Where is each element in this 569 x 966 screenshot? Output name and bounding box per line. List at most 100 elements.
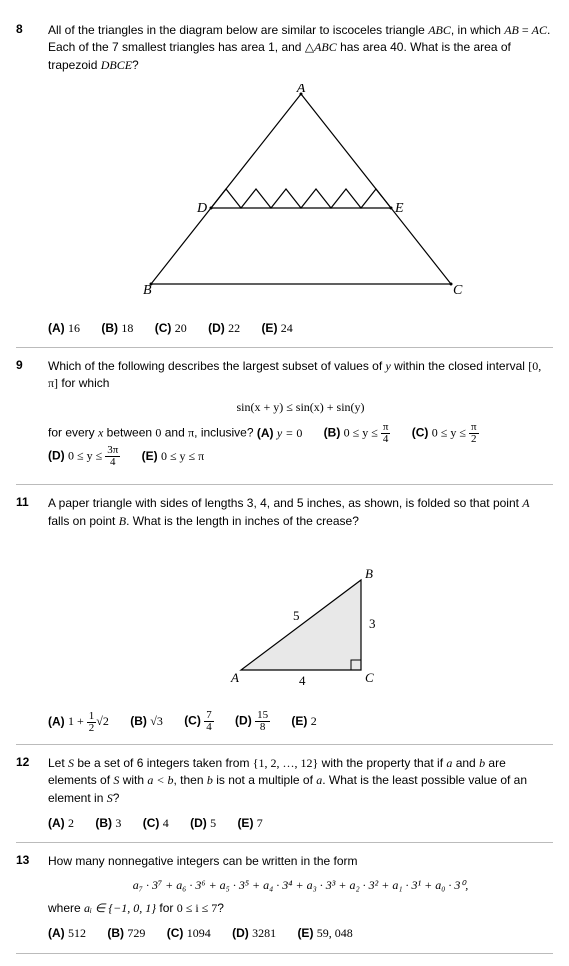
choice-d: (D) 0 ≤ y ≤ 3π4 [48,445,120,468]
problem-body: Which of the following describes the lar… [48,358,553,474]
problem-13: 13 How many nonnegative integers can be … [16,843,553,954]
problem-text: Let S be a set of 6 integers taken from … [48,755,553,807]
term: + a₁ · 3¹ [378,878,421,892]
text: , in which [451,23,504,37]
problem-number: 12 [16,755,48,833]
problem-number: 11 [16,495,48,734]
text: and [452,756,479,770]
term: + a₀ · 3⁰, [421,878,468,892]
set: {1, 2, …, 12} [253,756,319,770]
var: DBCE [101,58,132,72]
text: for [156,901,177,915]
text: with the property that if [318,756,446,770]
text: falls on point [48,514,119,528]
problem-body: How many nonnegative integers can be wri… [48,853,553,943]
var: ABC [428,23,451,37]
triangle-svg: A B C D E [131,84,471,304]
problem-body: All of the triangles in the diagram belo… [48,22,553,337]
choice-a: (A) 512 [48,925,86,942]
var: ABC [314,40,337,54]
var: AC [532,23,547,37]
label-E: E [394,201,404,216]
choice-b: (B) 3 [95,815,121,832]
problem-text: A paper triangle with sides of lengths 3… [48,495,553,530]
choice-b: (B) 0 ≤ y ≤ π4 [324,422,391,445]
label-C: C [365,670,374,685]
text: A paper triangle with sides of lengths 3… [48,496,522,510]
choice-e: (E) 0 ≤ y ≤ π [142,448,205,465]
figure-triangle-diagram: A B C D E [48,84,553,309]
problem-text: How many nonnegative integers can be wri… [48,853,553,870]
cond: aᵢ ∈ {−1, 0, 1} [84,901,156,915]
text: be a set of 6 integers taken from [74,756,253,770]
equation: a₇ · 3⁷ + a₆ · 3⁶ + a₅ · 3⁵ + a₄ · 3⁴ + … [48,877,553,894]
figure-right-triangle: A B C 3 4 5 [48,540,553,700]
problem-11: 11 A paper triangle with sides of length… [16,485,553,745]
text: for every [48,426,98,440]
text: within the closed interval [391,359,528,373]
choice-a: (A) 16 [48,320,80,337]
text: and [161,426,188,440]
choice-d: (D) 3281 [232,925,276,942]
label-A: A [230,670,239,685]
choice-e: (E) 2 [291,713,316,730]
problem-text-2: for every x between 0 and π, inclusive? … [48,422,553,468]
answer-choices: (A) 16 (B) 18 (C) 20 (D) 22 (E) 24 [48,320,553,337]
var: B [119,514,126,528]
choice-a: (A) 1 + 12√2 [48,711,109,734]
text: . What is the length in inches of the cr… [126,514,359,528]
label-D: D [196,201,207,216]
choice-c: (C) 20 [155,320,187,337]
text: where [48,901,84,915]
text: for which [58,376,109,390]
term: + a₆ · 3⁶ [162,878,205,892]
term: a₇ · 3⁷ [133,878,162,892]
text: is not a multiple of [213,773,316,787]
term: + a₅ · 3⁵ [206,878,249,892]
choice-b: (B) √3 [130,713,163,730]
text: ? [217,901,224,915]
answer-choices: (A) 2 (B) 3 (C) 4 (D) 5 (E) 7 [48,815,553,832]
rt-svg: A B C 3 4 5 [201,540,401,695]
text: = [519,23,532,37]
problem-12: 12 Let S be a set of 6 integers taken fr… [16,745,553,844]
text: ? [113,791,120,805]
problem-body: Let S be a set of 6 integers taken from … [48,755,553,833]
triangle-icon: △ [305,40,314,54]
text: Let [48,756,68,770]
problem-9: 9 Which of the following describes the l… [16,348,553,485]
text: How many nonnegative integers can be wri… [48,854,358,868]
label-B: B [365,566,373,581]
problem-text-2: where aᵢ ∈ {−1, 0, 1} for 0 ≤ i ≤ 7? [48,900,553,917]
problem-body: A paper triangle with sides of lengths 3… [48,495,553,734]
problem-text: All of the triangles in the diagram belo… [48,22,553,74]
choice-c: (C) 74 [184,710,214,733]
answer-choices: (A) 512 (B) 729 (C) 1094 (D) 3281 (E) 59… [48,925,553,942]
eq-text: sin(x + y) ≤ sin(x) + sin(y) [236,400,364,414]
text: between [103,426,155,440]
term: + a₃ · 3³ [292,878,335,892]
text: ? [132,58,139,72]
problem-number: 8 [16,22,48,337]
choice-a: (A) 2 [48,815,74,832]
choice-b: (B) 729 [107,925,145,942]
text: All of the triangles in the diagram belo… [48,23,428,37]
problem-number: 13 [16,853,48,943]
choice-e: (E) 7 [237,815,262,832]
choice-e: (E) 24 [261,320,292,337]
text: , inclusive? [194,426,257,440]
problem-text: Which of the following describes the lar… [48,358,553,393]
label-5: 5 [293,608,300,623]
label-C: C [453,283,463,298]
range: 0 ≤ i ≤ 7 [177,901,218,915]
problem-number: 9 [16,358,48,474]
equation: sin(x + y) ≤ sin(x) + sin(y) [48,399,553,416]
choice-c: (C) 1094 [167,925,211,942]
answer-choices: (A) 1 + 12√2 (B) √3 (C) 74 (D) 158 (E) 2 [48,710,553,733]
choice-c: (C) 0 ≤ y ≤ π2 [412,422,479,445]
text: with [119,773,147,787]
choice-a: (A) y = 0 [257,425,302,442]
var: A [522,496,529,510]
label-4: 4 [299,673,306,688]
choice-c: (C) 4 [143,815,169,832]
